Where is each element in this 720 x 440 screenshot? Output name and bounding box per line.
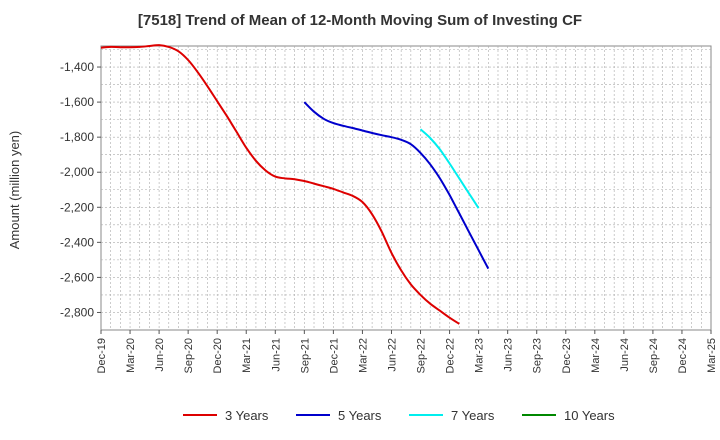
x-tick-label: Dec-19 <box>96 338 108 373</box>
x-tick-label: Mar-23 <box>474 338 486 373</box>
legend-label-10-years: 10 Years <box>564 408 615 423</box>
series-line-5-years <box>303 101 490 270</box>
y-tick-label: -1,800 <box>60 130 94 144</box>
x-tick-label: Sep-22 <box>416 338 428 373</box>
x-tick-label: Jun-21 <box>270 338 282 372</box>
grid-layer <box>101 46 711 330</box>
x-tick-label: Mar-25 <box>706 338 718 373</box>
legend-label-5-years: 5 Years <box>338 408 382 423</box>
series-layer <box>100 44 490 325</box>
x-tick-label: Dec-22 <box>445 338 457 373</box>
x-tick-label: Mar-20 <box>125 338 137 373</box>
series-line-7-years <box>419 128 480 209</box>
y-tick-label: -2,000 <box>60 165 94 179</box>
x-tick-label: Sep-23 <box>532 338 544 373</box>
axis-layer: -1,400 -1,600 -1,800 -2,000 -2,200 -2,400 -2,6… <box>60 60 718 373</box>
legend: 3 Years 5 Years 7 Years 10 Years <box>183 408 615 423</box>
y-tick-label: -1,600 <box>60 95 94 109</box>
y-axis-label: Amount (million yen) <box>7 131 22 250</box>
x-tick-label: Dec-21 <box>328 338 340 373</box>
x-tick-label: Dec-20 <box>212 338 224 373</box>
y-tick-label: -2,200 <box>60 200 94 214</box>
series-line-3-years <box>100 44 460 325</box>
y-tick-label: -2,400 <box>60 235 94 249</box>
x-tick-label: Sep-21 <box>299 338 311 373</box>
x-tick-label: Jun-22 <box>386 338 398 372</box>
x-tick-label: Mar-22 <box>357 338 369 373</box>
chart-title: [7518] Trend of Mean of 12-Month Moving … <box>137 12 583 29</box>
x-tick-label: Sep-24 <box>648 338 660 373</box>
x-tick-label: Jun-23 <box>503 338 515 372</box>
x-tick-label: Sep-20 <box>183 338 195 373</box>
x-tick-label: Mar-21 <box>241 338 253 373</box>
y-tick-label: -2,800 <box>60 305 94 319</box>
x-tick-label: Dec-23 <box>561 338 573 373</box>
y-tick-label: -2,600 <box>60 270 94 284</box>
x-tick-label: Jun-24 <box>619 338 631 372</box>
x-tick-label: Mar-24 <box>590 338 602 373</box>
x-tick-label: Dec-24 <box>677 338 689 373</box>
y-tick-label: -1,400 <box>60 60 94 74</box>
legend-label-3-years: 3 Years <box>225 408 269 423</box>
legend-label-7-years: 7 Years <box>451 408 495 423</box>
x-tick-label: Jun-20 <box>154 338 166 372</box>
plot-area <box>100 45 712 331</box>
